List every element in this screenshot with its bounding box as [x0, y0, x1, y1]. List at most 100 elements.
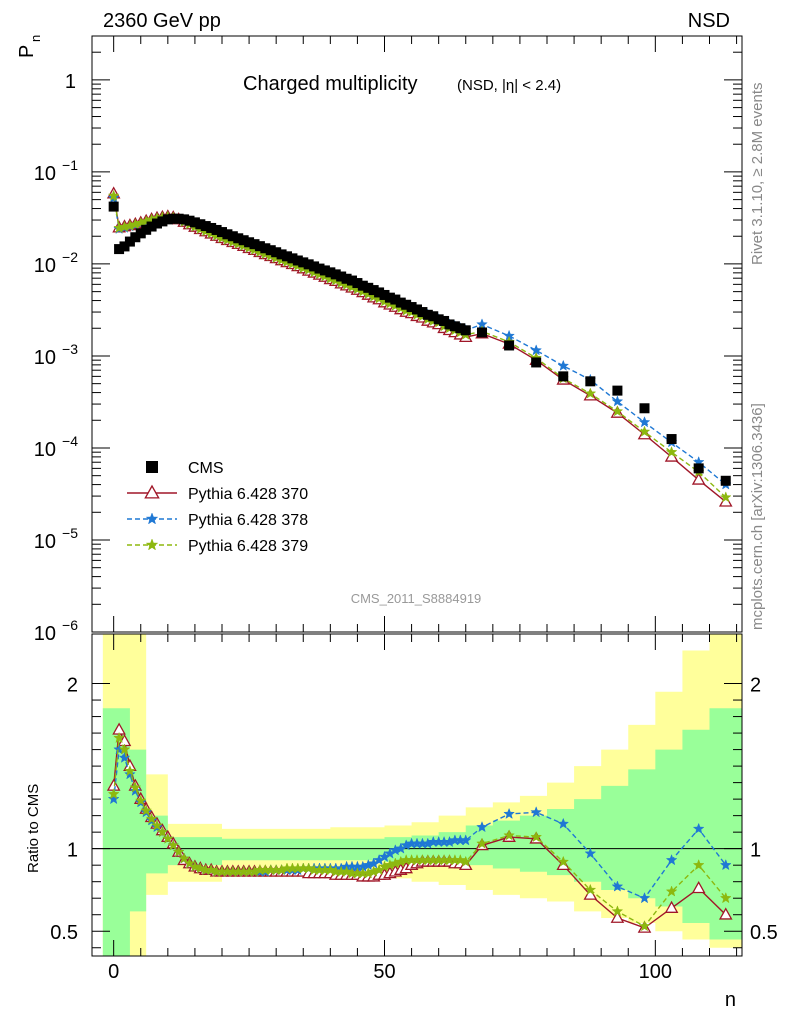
- cms-point: [390, 294, 401, 305]
- cms-point: [363, 282, 374, 293]
- series-cms: [108, 201, 731, 486]
- ratio-point: [178, 852, 190, 864]
- cms-point: [211, 224, 222, 235]
- ratio-point: [611, 905, 624, 917]
- y-tick-label: 10: [34, 623, 56, 645]
- main-plot-background: [92, 36, 742, 632]
- ratio-point: [459, 834, 472, 846]
- ratio-point: [161, 832, 174, 844]
- ratio-point: [584, 847, 597, 859]
- series-point: [557, 359, 570, 371]
- ratio-point: [156, 825, 169, 838]
- y-axis-title: P n: [16, 35, 43, 58]
- cms-point: [384, 292, 395, 303]
- y-tick-label: 1: [65, 71, 76, 93]
- ratio-point: [557, 817, 570, 829]
- ratio-point: [151, 819, 163, 831]
- ratio-plot-panel: 0 50 100 0.5 0.5 1 1 2 2: [50, 633, 778, 983]
- y-axis-title-main: P: [16, 45, 38, 58]
- ratio-point: [610, 910, 625, 923]
- legend-marker: [145, 512, 159, 525]
- main-plot-axes: 1 10 −1 10 −2 10 −3 10 −4 10 −5 10 −6: [34, 36, 742, 645]
- ratio-point: [719, 858, 732, 871]
- y-tick-label: 10: [34, 531, 56, 553]
- cms-point: [720, 475, 731, 486]
- ratio-point: [205, 863, 218, 876]
- cms-point: [379, 289, 390, 300]
- ratio-point: [113, 731, 125, 744]
- cms-point: [639, 403, 650, 414]
- x-tick-label: 0: [108, 961, 119, 983]
- y-tick-label: 10: [34, 439, 56, 461]
- legend: CMS Pythia 6.428 370 Pythia 6.428 378 Pythi…: [127, 460, 308, 555]
- cms-point: [666, 434, 677, 445]
- legend-label: Pythia 6.428 378: [188, 512, 308, 529]
- ratio-band-stat: [102, 708, 742, 956]
- cms-point: [168, 213, 179, 224]
- y-tick-label: 10: [34, 163, 56, 185]
- cms-point: [124, 236, 135, 247]
- cms-point: [108, 201, 119, 212]
- legend-label: Pythia 6.428 379: [188, 538, 308, 555]
- legend-marker: [145, 538, 159, 551]
- cms-point: [585, 376, 596, 387]
- chart-title-sub: (NSD, |η| < 2.4): [457, 77, 561, 94]
- series-point: [638, 425, 651, 437]
- cms-point: [444, 319, 455, 330]
- y-tick-label-exponent: −5: [62, 525, 78, 541]
- ratio-point: [476, 837, 488, 849]
- ratio-point: [134, 794, 147, 806]
- y-tick-label-exponent: −4: [62, 433, 78, 449]
- cms-point: [195, 219, 206, 230]
- cms-point: [477, 327, 487, 338]
- y-tick-label-exponent: −6: [62, 617, 78, 633]
- ratio-point: [584, 883, 597, 895]
- ratio-plot-axes: 0 50 100 0.5 0.5 1 1 2 2: [50, 634, 778, 983]
- legend-marker: [146, 461, 158, 473]
- cms-point: [309, 261, 320, 272]
- cms-point: [157, 216, 168, 227]
- analysis-watermark: CMS_2011_S8884919: [351, 591, 482, 606]
- ratio-y-tick-label-right: 1: [750, 840, 761, 862]
- cms-point: [287, 253, 298, 264]
- cms-point: [449, 321, 460, 332]
- ratio-point: [140, 804, 153, 816]
- cms-point: [179, 214, 190, 225]
- ratio-point: [118, 751, 131, 763]
- cms-point: [152, 218, 162, 229]
- legend-entry: Pythia 6.428 378: [127, 512, 308, 529]
- series-point: [611, 395, 624, 407]
- cms-point: [352, 278, 363, 289]
- ratio-point: [459, 855, 472, 867]
- ratio-point: [107, 792, 120, 805]
- ratio-y-tick-label-right: 0.5: [750, 922, 778, 944]
- ratio-point: [183, 857, 196, 869]
- ratio-y-tick-label: 0.5: [50, 922, 78, 944]
- cms-point: [222, 229, 233, 240]
- cms-point: [455, 323, 466, 334]
- cms-point: [433, 314, 444, 325]
- cms-point: [406, 302, 417, 313]
- cms-point: [135, 228, 146, 239]
- ratio-y-tick-label: 1: [67, 840, 78, 862]
- cms-point: [254, 241, 265, 252]
- cms-point: [341, 273, 352, 284]
- ratio-point: [530, 830, 543, 843]
- ratio-y-tick-label: 2: [67, 675, 78, 697]
- ratio-series-pythia-6-428-379: [107, 731, 732, 932]
- ratio-point: [611, 880, 624, 892]
- cms-point: [319, 265, 330, 276]
- ratio-point: [530, 806, 543, 818]
- series-point: [107, 189, 120, 201]
- ratio-point: [638, 892, 651, 904]
- cms-point: [422, 309, 433, 320]
- main-plot-panel: 1 10 −1 10 −2 10 −3 10 −4 10 −5 10 −6 Charged multip…: [34, 35, 743, 645]
- ratio-point: [129, 784, 142, 796]
- y-tick-label-exponent: −1: [62, 157, 78, 173]
- ratio-point: [557, 855, 570, 867]
- ratio-point: [718, 907, 733, 920]
- cms-point: [162, 214, 173, 225]
- ratio-point: [476, 821, 488, 833]
- cms-point: [330, 269, 341, 280]
